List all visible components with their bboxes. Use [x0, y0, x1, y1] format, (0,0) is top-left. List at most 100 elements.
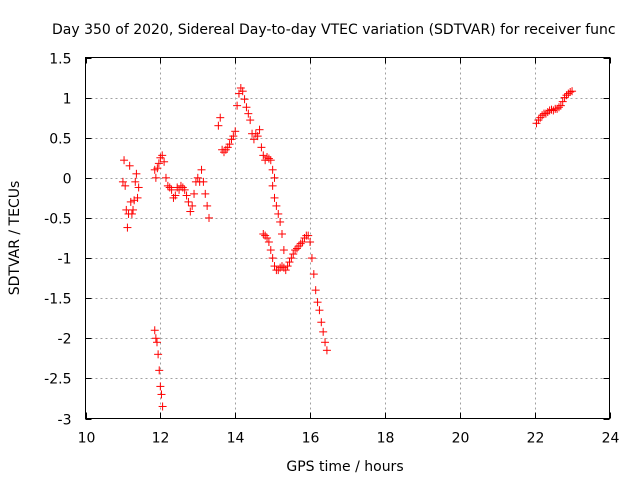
data-point [238, 87, 247, 96]
data-point [121, 181, 130, 190]
data-point [242, 103, 251, 112]
data-point [270, 173, 279, 182]
data-point [558, 97, 567, 106]
axis-ticks: 10 12 14 16 18 20 22 24 -3 -2.5 -2 -1.5 -1 -0.5 0 0.5 1 1… [44, 52, 619, 447]
data-point [118, 177, 127, 186]
x-tick-label: 24 [602, 431, 620, 447]
data-point [153, 164, 162, 173]
data-point [266, 156, 275, 165]
data-point [176, 181, 185, 190]
y-tick-label: 0 [63, 172, 72, 188]
data-point [538, 111, 547, 120]
data-point [268, 181, 277, 190]
data-point [246, 116, 255, 125]
data-point [562, 91, 571, 100]
data-point [163, 181, 172, 190]
x-tick-label: 20 [452, 431, 470, 447]
data-point [214, 121, 223, 130]
data-point [150, 326, 159, 335]
grid-lines [85, 57, 610, 419]
data-point [155, 366, 164, 375]
data-point [259, 229, 268, 238]
data-point [541, 109, 550, 118]
x-tick-label: 14 [227, 431, 245, 447]
data-point [257, 143, 266, 152]
data-point [321, 338, 330, 347]
data-point [268, 254, 277, 263]
data-point [556, 101, 565, 110]
data-point [568, 87, 577, 96]
data-point [167, 185, 176, 194]
data-point [199, 177, 208, 186]
data-point [134, 183, 143, 192]
data-point [306, 238, 315, 247]
data-point [193, 173, 202, 182]
data-point [264, 238, 273, 247]
data-point [225, 140, 234, 149]
data-point [287, 254, 296, 263]
data-point [233, 101, 242, 110]
x-axis-label: GPS time / hours [286, 459, 403, 475]
data-point [158, 402, 167, 411]
data-point [278, 229, 286, 238]
data-point [160, 157, 169, 166]
data-point [122, 205, 131, 214]
data-point [133, 193, 142, 202]
data-point [532, 119, 541, 128]
data-point [161, 173, 170, 182]
data-point [283, 262, 292, 271]
data-point [253, 132, 262, 141]
x-tick-label: 16 [302, 431, 320, 447]
data-point [298, 238, 307, 247]
data-point [154, 350, 163, 359]
data-point [547, 105, 556, 114]
data-point [152, 338, 161, 347]
data-point [566, 87, 575, 96]
y-tick-label: 1.5 [49, 52, 71, 68]
data-point [236, 83, 245, 92]
data-point [132, 169, 141, 178]
data-point [249, 135, 258, 144]
data-point [315, 306, 324, 315]
data-point [227, 135, 236, 144]
data-point [240, 95, 249, 104]
data-point [188, 201, 197, 210]
x-tick-label: 22 [527, 431, 545, 447]
data-point [263, 152, 272, 161]
data-point [264, 154, 273, 163]
x-tick-label: 18 [377, 431, 395, 447]
data-point [127, 209, 136, 218]
data-point [255, 125, 264, 134]
data-point [311, 286, 320, 295]
data-point [151, 334, 160, 343]
data-point [259, 151, 268, 160]
data-point [123, 223, 132, 232]
data-point [279, 246, 288, 255]
y-tick-label: -2 [58, 332, 72, 348]
data-point [203, 201, 212, 210]
data-point [272, 201, 281, 210]
data-point [223, 143, 232, 152]
data-point [291, 246, 300, 255]
data-point [289, 250, 298, 259]
data-point [205, 213, 214, 222]
data-point [549, 106, 558, 115]
data-point [274, 209, 283, 218]
data-point [190, 189, 199, 198]
data-point [216, 113, 225, 122]
data-point [313, 298, 322, 307]
data-point [158, 151, 167, 160]
data-point [270, 262, 279, 271]
data-point [151, 173, 160, 182]
data-point [554, 103, 563, 112]
data-point [281, 266, 290, 275]
y-axis-label: SDTVAR / TECUs [7, 181, 23, 296]
data-point [182, 191, 191, 200]
data-point [186, 207, 195, 216]
data-point [201, 189, 210, 198]
data-point [129, 205, 138, 214]
data-point [120, 156, 129, 165]
y-tick-label: -3 [58, 413, 72, 429]
